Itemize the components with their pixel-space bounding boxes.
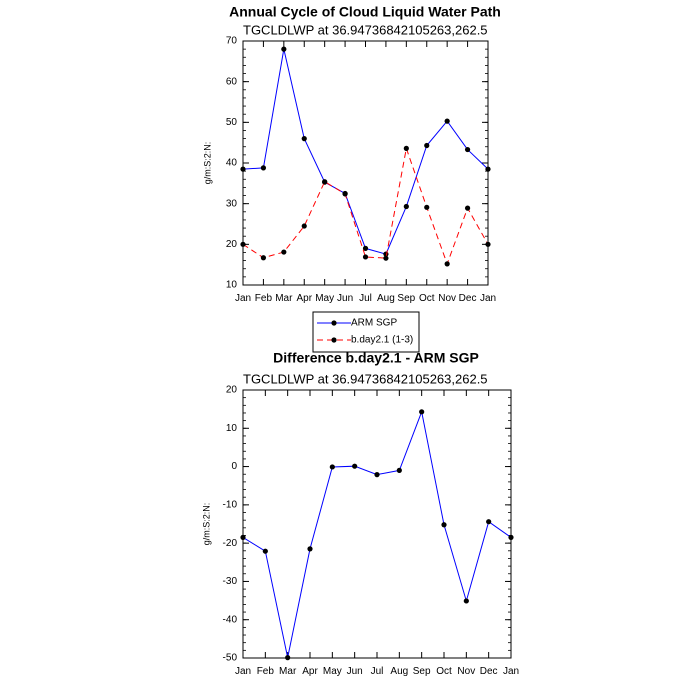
data-point <box>285 655 291 661</box>
series-line-1 <box>242 49 489 255</box>
y-tick-label: -30 <box>223 576 238 587</box>
x-tick-label: Dec <box>459 293 477 304</box>
y-tick-label: 70 <box>226 36 238 47</box>
data-point <box>362 245 369 251</box>
data-point <box>485 166 491 172</box>
data-point <box>281 46 287 52</box>
x-tick-label: Jan <box>480 293 496 304</box>
x-tick-label: May <box>315 293 334 304</box>
y-axis-label: g/m:S:2:N: <box>202 142 212 185</box>
data-point <box>307 546 313 552</box>
chart-title: Annual Cycle of Cloud Liquid Water Path <box>229 4 501 20</box>
x-tick-label: Jan <box>235 293 251 304</box>
data-point <box>486 519 492 525</box>
x-tick-label: Jun <box>347 666 363 677</box>
data-point <box>383 255 389 261</box>
x-tick-label: Oct <box>436 666 452 677</box>
x-tick-label: Dec <box>480 666 498 677</box>
y-tick-label: 10 <box>226 280 238 291</box>
y-tick-label: 20 <box>226 239 238 250</box>
x-tick-label: Sep <box>413 666 431 677</box>
data-point <box>362 254 369 260</box>
legend-marker <box>331 337 337 343</box>
y-tick-label: 60 <box>226 76 238 87</box>
x-tick-label: Jan <box>235 666 251 677</box>
x-tick-label: Jun <box>337 293 353 304</box>
data-point <box>240 534 246 541</box>
data-point <box>441 522 447 528</box>
x-tick-label: Sep <box>397 293 415 304</box>
legend-label: b.day2.1 (1-3) <box>351 335 413 346</box>
data-point <box>260 255 267 261</box>
data-point <box>329 464 335 470</box>
plot-frame <box>242 389 512 659</box>
chart-2: Difference b.day2.1 - ARM SGP TGCLDLWP at… <box>201 350 519 677</box>
data-point <box>322 179 328 185</box>
y-tick-label: 40 <box>226 158 238 169</box>
data-point <box>419 409 425 415</box>
data-point <box>342 191 348 197</box>
chart-1: Annual Cycle of Cloud Liquid Water Path T… <box>202 4 501 353</box>
data-point <box>301 136 307 142</box>
x-tick-label: Nov <box>438 293 456 304</box>
x-tick-label: Feb <box>257 666 275 677</box>
data-point <box>352 463 358 469</box>
legend: ARM SGP b.day2.1 (1-3) <box>312 311 420 353</box>
data-point <box>262 548 268 554</box>
data-point <box>403 145 409 151</box>
data-point <box>281 249 287 255</box>
data-point <box>464 205 471 211</box>
legend-box <box>312 311 420 353</box>
y-axis-label: g/m:S:2:N: <box>201 503 211 546</box>
x-tick-label: Oct <box>419 293 435 304</box>
x-tick-label: Nov <box>457 666 475 677</box>
x-tick-label: Mar <box>279 666 297 677</box>
data-point <box>424 142 430 149</box>
y-tick-label: -50 <box>223 653 238 664</box>
x-tick-label: Mar <box>275 293 293 304</box>
x-tick-label: Apr <box>296 293 312 304</box>
data-point <box>240 241 246 247</box>
data-point <box>464 146 471 153</box>
data-point <box>463 598 469 604</box>
data-point <box>260 165 267 171</box>
data-point <box>424 204 430 210</box>
x-tick-label: Aug <box>390 666 408 677</box>
y-tick-label: 0 <box>231 461 237 472</box>
x-tick-label: Apr <box>302 666 318 677</box>
series-line-1 <box>242 410 512 658</box>
y-tick-label: 30 <box>226 198 238 209</box>
x-tick-label: Aug <box>377 293 395 304</box>
data-point <box>396 467 402 473</box>
x-tick-label: May <box>323 666 342 677</box>
chart-title: Difference b.day2.1 - ARM SGP <box>273 350 479 366</box>
data-point <box>508 534 514 541</box>
data-point <box>444 261 450 267</box>
legend-marker <box>331 320 337 326</box>
x-tick-label: Jan <box>503 666 519 677</box>
y-tick-label: 50 <box>226 117 238 128</box>
data-point <box>403 203 409 210</box>
y-tick-label: -10 <box>223 499 238 510</box>
data-point <box>301 223 307 229</box>
y-tick-label: -20 <box>223 538 238 549</box>
y-tick-label: 20 <box>226 385 238 396</box>
x-tick-label: Jul <box>359 293 372 304</box>
x-tick-label: Feb <box>255 293 273 304</box>
data-point <box>240 166 246 172</box>
chart-subtitle: TGCLDLWP at 36.94736842105263,262.5 <box>243 371 488 386</box>
x-tick-label: Jul <box>371 666 384 677</box>
y-tick-label: -40 <box>223 614 238 625</box>
data-point <box>485 241 491 247</box>
y-tick-label: 10 <box>226 423 238 434</box>
chart-subtitle: TGCLDLWP at 36.94736842105263,262.5 <box>243 22 488 37</box>
legend-label: ARM SGP <box>351 318 397 329</box>
data-point <box>374 472 380 478</box>
data-point <box>444 118 450 124</box>
